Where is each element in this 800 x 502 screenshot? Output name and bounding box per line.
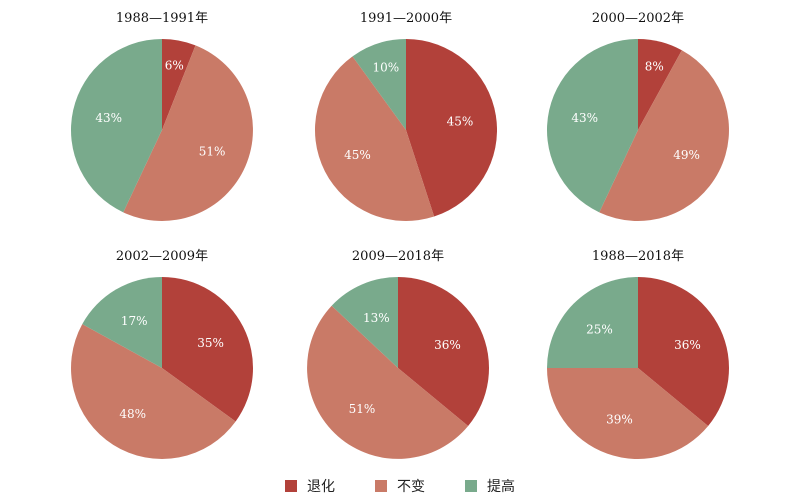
- legend-swatch-unchanged: [375, 480, 387, 492]
- pie-value-label-improved: 10%: [372, 61, 399, 75]
- pie-title: 2000—2002年: [592, 11, 684, 26]
- legend-item-unchanged: 不变: [375, 476, 425, 496]
- pie-value-label-improved: 43%: [571, 111, 598, 125]
- pie-slice-degraded: [398, 277, 490, 427]
- pie-title: 1988—1991年: [116, 11, 208, 26]
- pie-value-label-degraded: 36%: [434, 338, 461, 352]
- pie-slice-improved: [331, 277, 398, 368]
- pie-value-label-degraded: 6%: [165, 59, 184, 73]
- pie-value-label-improved: 25%: [586, 322, 613, 336]
- pie-value-label-degraded: 35%: [197, 336, 224, 350]
- pie-title: 2002—2009年: [116, 249, 208, 264]
- legend-label-improved: 提高: [487, 479, 515, 495]
- pie-value-label-unchanged: 49%: [673, 148, 700, 162]
- chart-legend: 退化 不变 提高: [0, 474, 800, 498]
- pie-value-label-unchanged: 51%: [349, 402, 376, 416]
- legend-item-improved: 提高: [465, 476, 515, 496]
- pie-slice-degraded: [162, 277, 254, 422]
- pie-slice-unchanged: [599, 50, 729, 221]
- pie-slice-improved: [547, 277, 638, 368]
- legend-swatch-improved: [465, 480, 477, 492]
- pie-slice-improved: [82, 277, 162, 368]
- pie-1: 1988—1991年 6% 51% 43%: [70, 11, 253, 221]
- legend-label-degraded: 退化: [307, 479, 335, 495]
- pie-slice-degraded: [638, 277, 730, 427]
- pie-title: 2009—2018年: [352, 249, 444, 264]
- pie-4: 2002—2009年 35% 48% 17%: [71, 249, 254, 459]
- pie-6: 1988—2018年 36% 39% 25%: [547, 249, 730, 460]
- pie-value-label-degraded: 36%: [674, 338, 701, 352]
- pie-value-label-unchanged: 51%: [199, 145, 226, 159]
- pie-title: 1991—2000年: [360, 11, 452, 26]
- pie-2: 1991—2000年 45% 45% 10%: [314, 11, 498, 222]
- pie-value-label-improved: 43%: [95, 111, 122, 125]
- pie-slice-improved: [352, 39, 406, 130]
- legend-item-degraded: 退化: [285, 476, 335, 496]
- pie-slice-unchanged: [307, 305, 469, 459]
- pie-value-label-unchanged: 48%: [119, 407, 146, 421]
- pie-value-label-degraded: 8%: [645, 60, 664, 74]
- pie-value-label-degraded: 45%: [447, 115, 474, 129]
- pie-slice-degraded: [638, 39, 682, 130]
- pie-value-label-improved: 13%: [363, 311, 390, 325]
- pie-value-label-improved: 17%: [121, 314, 148, 328]
- pie-slice-unchanged: [123, 45, 253, 221]
- pie-slice-improved: [546, 39, 638, 213]
- pie-slice-unchanged: [314, 56, 435, 222]
- legend-swatch-degraded: [285, 480, 297, 492]
- pie-slice-improved: [70, 39, 162, 213]
- pie-value-label-unchanged: 45%: [344, 148, 371, 162]
- pie-5: 2009—2018年 36% 51% 13%: [307, 249, 490, 459]
- pie-slice-degraded: [162, 39, 196, 130]
- pie-title: 1988—2018年: [592, 249, 684, 264]
- legend-label-unchanged: 不变: [397, 479, 425, 495]
- pie-slice-unchanged: [547, 368, 709, 460]
- pie-3: 2000—2002年 8% 49% 43%: [546, 11, 729, 221]
- pie-value-label-unchanged: 39%: [606, 412, 633, 426]
- pie-slice-unchanged: [71, 324, 236, 459]
- pie-slice-degraded: [406, 39, 498, 217]
